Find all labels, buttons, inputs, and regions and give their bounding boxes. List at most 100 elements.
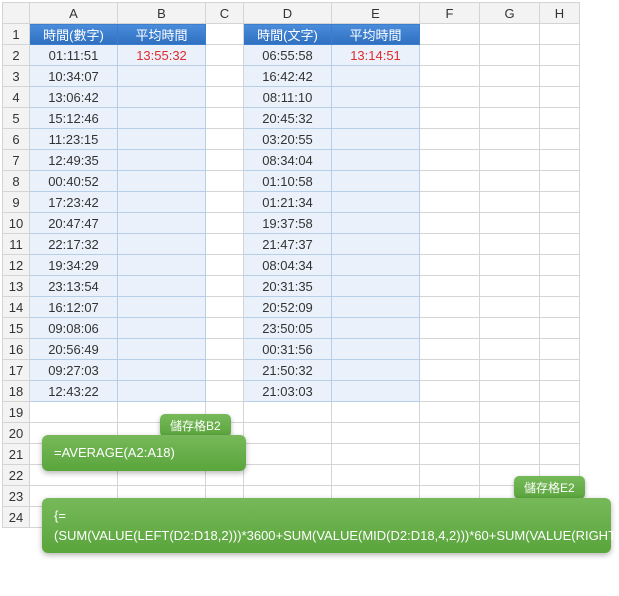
cell-D14[interactable]: 20:52:09 bbox=[244, 297, 332, 318]
cell-C16[interactable] bbox=[206, 339, 244, 360]
cell-G15[interactable] bbox=[480, 318, 540, 339]
col-header-F[interactable]: F bbox=[420, 3, 480, 24]
cell-H19[interactable] bbox=[540, 402, 580, 423]
cell-C13[interactable] bbox=[206, 276, 244, 297]
cell-C9[interactable] bbox=[206, 192, 244, 213]
cell-C1[interactable] bbox=[206, 24, 244, 45]
row-header-2[interactable]: 2 bbox=[3, 45, 30, 66]
row-header-9[interactable]: 9 bbox=[3, 192, 30, 213]
row-header-5[interactable]: 5 bbox=[3, 108, 30, 129]
cell-B2[interactable]: 13:55:32 bbox=[118, 45, 206, 66]
cell-G21[interactable] bbox=[480, 444, 540, 465]
cell-B11[interactable] bbox=[118, 234, 206, 255]
row-header-6[interactable]: 6 bbox=[3, 129, 30, 150]
cell-F10[interactable] bbox=[420, 213, 480, 234]
cell-F2[interactable] bbox=[420, 45, 480, 66]
cell-G14[interactable] bbox=[480, 297, 540, 318]
cell-E5[interactable] bbox=[332, 108, 420, 129]
cell-D4[interactable]: 08:11:10 bbox=[244, 87, 332, 108]
cell-D9[interactable]: 01:21:34 bbox=[244, 192, 332, 213]
row-header-23[interactable]: 23 bbox=[3, 486, 30, 507]
cell-D21[interactable] bbox=[244, 444, 332, 465]
cell-B1[interactable]: 平均時間 bbox=[118, 24, 206, 45]
cell-F11[interactable] bbox=[420, 234, 480, 255]
cell-E20[interactable] bbox=[332, 423, 420, 444]
cell-C11[interactable] bbox=[206, 234, 244, 255]
cell-B17[interactable] bbox=[118, 360, 206, 381]
cell-H7[interactable] bbox=[540, 150, 580, 171]
cell-H1[interactable] bbox=[540, 24, 580, 45]
cell-E10[interactable] bbox=[332, 213, 420, 234]
cell-E1[interactable]: 平均時間 bbox=[332, 24, 420, 45]
cell-E17[interactable] bbox=[332, 360, 420, 381]
cell-F16[interactable] bbox=[420, 339, 480, 360]
cell-F1[interactable] bbox=[420, 24, 480, 45]
cell-H5[interactable] bbox=[540, 108, 580, 129]
cell-B8[interactable] bbox=[118, 171, 206, 192]
row-header-8[interactable]: 8 bbox=[3, 171, 30, 192]
cell-C6[interactable] bbox=[206, 129, 244, 150]
cell-A9[interactable]: 17:23:42 bbox=[30, 192, 118, 213]
cell-B15[interactable] bbox=[118, 318, 206, 339]
cell-D10[interactable]: 19:37:58 bbox=[244, 213, 332, 234]
cell-C17[interactable] bbox=[206, 360, 244, 381]
cell-A14[interactable]: 16:12:07 bbox=[30, 297, 118, 318]
cell-D1[interactable]: 時間(文字) bbox=[244, 24, 332, 45]
cell-F4[interactable] bbox=[420, 87, 480, 108]
cell-D6[interactable]: 03:20:55 bbox=[244, 129, 332, 150]
cell-A12[interactable]: 19:34:29 bbox=[30, 255, 118, 276]
cell-H2[interactable] bbox=[540, 45, 580, 66]
cell-E6[interactable] bbox=[332, 129, 420, 150]
cell-F3[interactable] bbox=[420, 66, 480, 87]
cell-G13[interactable] bbox=[480, 276, 540, 297]
col-header-B[interactable]: B bbox=[118, 3, 206, 24]
cell-C15[interactable] bbox=[206, 318, 244, 339]
cell-H8[interactable] bbox=[540, 171, 580, 192]
cell-A15[interactable]: 09:08:06 bbox=[30, 318, 118, 339]
cell-C8[interactable] bbox=[206, 171, 244, 192]
cell-E18[interactable] bbox=[332, 381, 420, 402]
cell-D22[interactable] bbox=[244, 465, 332, 486]
cell-A3[interactable]: 10:34:07 bbox=[30, 66, 118, 87]
cell-A11[interactable]: 22:17:32 bbox=[30, 234, 118, 255]
cell-G2[interactable] bbox=[480, 45, 540, 66]
cell-F12[interactable] bbox=[420, 255, 480, 276]
cell-H13[interactable] bbox=[540, 276, 580, 297]
cell-B6[interactable] bbox=[118, 129, 206, 150]
cell-H9[interactable] bbox=[540, 192, 580, 213]
cell-H21[interactable] bbox=[540, 444, 580, 465]
col-header-G[interactable]: G bbox=[480, 3, 540, 24]
cell-A7[interactable]: 12:49:35 bbox=[30, 150, 118, 171]
row-header-11[interactable]: 11 bbox=[3, 234, 30, 255]
cell-E14[interactable] bbox=[332, 297, 420, 318]
cell-D17[interactable]: 21:50:32 bbox=[244, 360, 332, 381]
cell-D7[interactable]: 08:34:04 bbox=[244, 150, 332, 171]
cell-H3[interactable] bbox=[540, 66, 580, 87]
cell-A2[interactable]: 01:11:51 bbox=[30, 45, 118, 66]
cell-H20[interactable] bbox=[540, 423, 580, 444]
cell-B3[interactable] bbox=[118, 66, 206, 87]
cell-B14[interactable] bbox=[118, 297, 206, 318]
cell-E21[interactable] bbox=[332, 444, 420, 465]
row-header-10[interactable]: 10 bbox=[3, 213, 30, 234]
cell-G16[interactable] bbox=[480, 339, 540, 360]
cell-E4[interactable] bbox=[332, 87, 420, 108]
cell-D12[interactable]: 08:04:34 bbox=[244, 255, 332, 276]
row-header-22[interactable]: 22 bbox=[3, 465, 30, 486]
cell-E16[interactable] bbox=[332, 339, 420, 360]
cell-E19[interactable] bbox=[332, 402, 420, 423]
cell-H18[interactable] bbox=[540, 381, 580, 402]
cell-F9[interactable] bbox=[420, 192, 480, 213]
cell-C12[interactable] bbox=[206, 255, 244, 276]
cell-G4[interactable] bbox=[480, 87, 540, 108]
cell-H15[interactable] bbox=[540, 318, 580, 339]
cell-B13[interactable] bbox=[118, 276, 206, 297]
cell-H14[interactable] bbox=[540, 297, 580, 318]
cell-F20[interactable] bbox=[420, 423, 480, 444]
cell-A1[interactable]: 時間(數字) bbox=[30, 24, 118, 45]
cell-D8[interactable]: 01:10:58 bbox=[244, 171, 332, 192]
row-header-1[interactable]: 1 bbox=[3, 24, 30, 45]
cell-H17[interactable] bbox=[540, 360, 580, 381]
cell-A6[interactable]: 11:23:15 bbox=[30, 129, 118, 150]
col-header-E[interactable]: E bbox=[332, 3, 420, 24]
